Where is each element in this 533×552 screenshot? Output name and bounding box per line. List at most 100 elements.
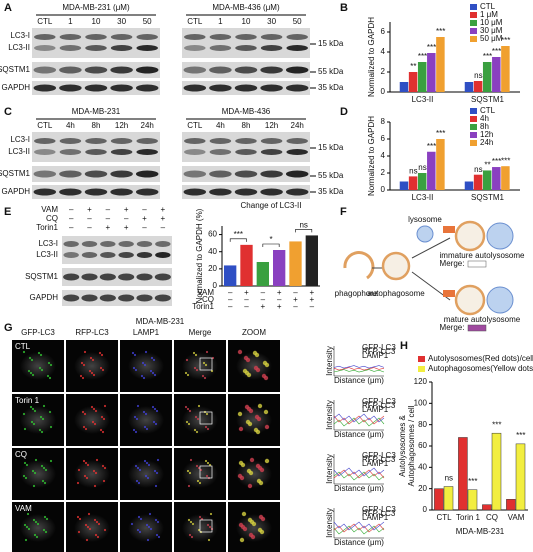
blot-membrane xyxy=(62,268,172,286)
marker-label: 15 kDa xyxy=(318,143,344,152)
legend-label: 12h xyxy=(480,130,493,139)
cell-glow xyxy=(236,460,272,488)
band xyxy=(209,84,232,92)
treatment-label: VAM xyxy=(41,205,58,214)
band xyxy=(59,34,82,40)
fluor-dot xyxy=(47,361,51,365)
cell-glow xyxy=(128,352,164,380)
bar xyxy=(224,265,237,286)
fluor-dot xyxy=(206,523,210,527)
bar xyxy=(473,174,483,190)
fluor-dot xyxy=(208,525,212,529)
fluor-dot xyxy=(247,517,253,523)
fluor-dot xyxy=(156,520,160,524)
y-tick-label: 60 xyxy=(418,441,427,450)
fluor-dot xyxy=(144,350,148,354)
fluor-dot xyxy=(153,373,157,377)
fluor-dot xyxy=(93,518,97,522)
fluor-dot xyxy=(239,537,245,543)
fluor-dot xyxy=(76,515,80,519)
fluor-dot xyxy=(185,358,189,362)
band xyxy=(155,252,171,258)
band xyxy=(184,45,206,51)
lane-label: 50 xyxy=(143,17,152,26)
fluor-dot xyxy=(94,471,98,475)
profile-line xyxy=(333,525,385,535)
fluor-dot xyxy=(205,412,209,416)
profile-legend: RFP-LC3 xyxy=(362,347,396,356)
fluor-dot xyxy=(100,415,104,419)
lane-label: 24h xyxy=(291,121,304,130)
band xyxy=(209,45,232,51)
merge-label: Merge: xyxy=(440,259,465,268)
legend-swatch xyxy=(470,36,477,42)
row-label: CQ xyxy=(15,450,27,459)
legend-label: CTL xyxy=(480,2,496,11)
fluor-dot xyxy=(91,420,95,424)
treatment-sign: – xyxy=(106,214,111,223)
band xyxy=(84,66,108,74)
blot-title: MDA-MB-436 xyxy=(222,107,271,116)
fluor-dot xyxy=(188,471,192,475)
band xyxy=(59,149,82,155)
profile-y-label: Intensity xyxy=(325,400,334,430)
fluor-dot xyxy=(196,417,200,421)
band xyxy=(59,66,82,74)
treatment-sign: + xyxy=(260,302,265,311)
fluor-dot xyxy=(193,428,197,432)
profile-line xyxy=(333,467,385,477)
fluor-dot xyxy=(244,404,250,410)
y-tick-label: 4 xyxy=(381,151,386,160)
x-tick-label: LC3-II xyxy=(412,95,434,104)
fluor-dot xyxy=(155,533,159,537)
fluor-dot xyxy=(196,479,200,483)
fluor-dot xyxy=(91,358,95,362)
fluor-dot xyxy=(238,426,244,432)
fluor-dot xyxy=(204,459,208,463)
legend-label: 30 μM xyxy=(480,26,503,35)
profile-legend: RFP-LC3 xyxy=(362,509,396,518)
fluor-dot xyxy=(131,351,135,355)
fluor-dot xyxy=(190,535,194,539)
fluor-dot xyxy=(100,353,104,357)
bar xyxy=(289,241,302,286)
fluor-dot xyxy=(243,355,249,361)
treatment-sign: + xyxy=(124,205,129,214)
significance: *** xyxy=(418,52,427,61)
legend-label: 10 μM xyxy=(480,18,503,27)
fluor-dot xyxy=(101,430,105,434)
fluor-dot xyxy=(241,511,247,517)
fluor-dot xyxy=(157,535,161,539)
zoom-box xyxy=(199,465,213,479)
band xyxy=(136,241,153,247)
fluor-dot xyxy=(30,358,34,362)
fluor-dot xyxy=(30,420,34,424)
significance: *** xyxy=(427,43,436,52)
blot-title: MDA-MB-231 (μM) xyxy=(62,3,130,12)
band xyxy=(81,252,98,258)
fluor-dot xyxy=(187,518,191,522)
band xyxy=(286,138,308,144)
x-tick-label: SQSTM1 xyxy=(471,95,504,104)
fluor-dot xyxy=(42,528,46,532)
lane-label: CTL xyxy=(187,17,203,26)
fluor-dot xyxy=(33,409,37,413)
protein-label: LC3-II xyxy=(8,147,30,156)
lane-label: 24h xyxy=(141,121,154,130)
fluor-dot xyxy=(132,366,136,370)
fluor-dot xyxy=(99,428,103,432)
fluor-dot xyxy=(209,512,213,516)
treatment-sign: – xyxy=(244,295,249,304)
marker-label: 55 kDa xyxy=(318,171,344,180)
panel-label: F xyxy=(340,206,347,218)
fluor-dot xyxy=(184,371,188,375)
fluor-dot xyxy=(40,430,44,434)
band xyxy=(135,66,159,74)
treatment-sign: – xyxy=(261,295,266,304)
band xyxy=(59,170,82,178)
fluor-dot xyxy=(94,533,98,537)
fluor-dot xyxy=(261,373,267,379)
band xyxy=(81,241,98,247)
band xyxy=(110,149,133,155)
significance: *** xyxy=(483,52,492,61)
